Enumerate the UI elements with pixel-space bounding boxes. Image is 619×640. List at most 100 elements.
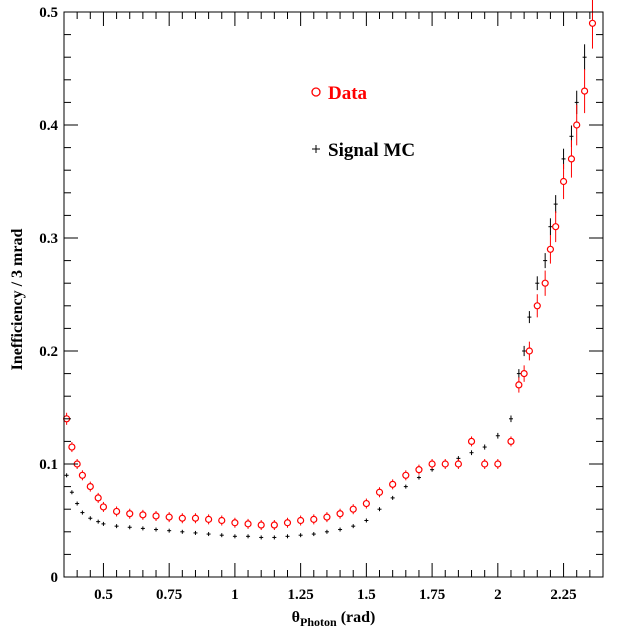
data-point xyxy=(515,377,523,393)
data-point xyxy=(559,163,568,200)
data-point xyxy=(94,492,102,503)
signal-mc-point xyxy=(154,527,159,532)
signal-mc-point xyxy=(193,530,198,535)
data-point xyxy=(218,515,226,526)
data-point xyxy=(567,140,576,178)
data-point xyxy=(362,498,370,509)
y-tick-label: 0.1 xyxy=(39,457,58,473)
y-tick-label: 0.5 xyxy=(39,5,58,21)
signal-mc-point xyxy=(416,475,421,480)
signal-mc-point xyxy=(246,534,251,539)
signal-mc-point xyxy=(582,44,587,71)
data-point xyxy=(525,341,533,361)
data-point xyxy=(297,515,305,526)
signal-mc-point xyxy=(495,432,500,439)
data-point xyxy=(191,513,200,524)
x-tick-label: 1.75 xyxy=(419,587,445,603)
signal-mc-point xyxy=(390,495,395,500)
signal-mc-point xyxy=(364,518,369,523)
data-point xyxy=(165,512,173,523)
signal-mc-point xyxy=(403,484,408,489)
data-point xyxy=(552,211,560,243)
data-point xyxy=(588,0,597,49)
data-point xyxy=(533,294,541,318)
x-tick-label: 1 xyxy=(231,587,239,603)
data-point xyxy=(336,508,344,519)
legend: Data Signal MC xyxy=(311,83,415,161)
legend-mc-label: Signal MC xyxy=(328,140,415,161)
x-axis-label-subscript: Photon xyxy=(300,615,337,629)
axes-layer: 0.5 0.75 1 1.25 1.5 1.75 2 2.25 0 0.1 0.2 0.3 0.4 0.5 xyxy=(39,5,604,603)
signal-mc-point xyxy=(543,253,548,269)
x-tick-label: 1.5 xyxy=(357,587,376,603)
data-point xyxy=(178,513,186,524)
x-tick-label: 0.5 xyxy=(94,587,113,603)
data-point xyxy=(99,501,108,512)
signal-mc-point xyxy=(298,533,303,538)
signal-mc-point xyxy=(219,533,224,538)
data-point xyxy=(270,520,278,531)
data-point xyxy=(231,517,239,528)
signal-mc-point xyxy=(259,535,264,540)
signal-mc-point xyxy=(206,532,211,537)
signal-mc-point xyxy=(351,524,356,529)
y-tick-label: 0.2 xyxy=(39,344,58,360)
data-point xyxy=(580,69,589,114)
data-point xyxy=(541,270,549,296)
data-point xyxy=(454,459,462,469)
y-tick-label: 0.4 xyxy=(39,118,58,134)
signal-mc-point xyxy=(482,444,487,450)
data-point xyxy=(494,459,502,469)
signal-mc-point xyxy=(96,519,101,524)
signal-mc-point xyxy=(516,369,521,379)
signal-mc-point xyxy=(469,450,474,456)
data-point xyxy=(244,518,252,529)
data-point xyxy=(428,459,436,469)
data-point xyxy=(415,464,423,475)
data-point xyxy=(86,481,94,492)
signal-mc-point xyxy=(75,501,80,506)
signal-mc-point xyxy=(101,521,106,526)
plot-layer xyxy=(63,0,597,540)
x-axis-label-unit: (rad) xyxy=(337,609,376,626)
signal-mc-point xyxy=(180,529,185,534)
data-point xyxy=(389,479,397,490)
signal-mc-point xyxy=(324,529,329,534)
signal-mc-point xyxy=(548,218,553,236)
signal-mc-point xyxy=(167,528,172,533)
data-point xyxy=(349,504,357,515)
data-point xyxy=(112,506,121,517)
signal-mc-point xyxy=(114,524,119,529)
signal-mc-point xyxy=(527,311,532,324)
signal-mc-point xyxy=(127,525,132,530)
legend-data-marker xyxy=(311,87,321,97)
signal-mc-point xyxy=(272,535,277,540)
x-tick-label: 2 xyxy=(494,587,502,603)
data-point xyxy=(68,442,76,453)
signal-mc-point xyxy=(522,345,527,357)
data-point xyxy=(323,512,331,523)
data-point xyxy=(441,459,449,469)
data-point xyxy=(467,436,476,447)
signal-mc-point xyxy=(232,534,237,539)
data-point xyxy=(481,459,489,469)
data-point xyxy=(257,520,265,531)
signal-mc-point xyxy=(64,473,69,478)
plot-frame xyxy=(63,11,604,578)
signal-mc-point xyxy=(69,490,74,495)
signal-mc-point xyxy=(377,507,382,512)
signal-mc-point xyxy=(508,415,513,423)
x-tick-label: 2.25 xyxy=(550,587,576,603)
x-tick-label: 1.25 xyxy=(288,587,314,603)
signal-mc-point xyxy=(140,526,145,531)
x-axis-label-symbol: θ xyxy=(292,609,300,626)
signal-mc-point xyxy=(553,195,558,214)
x-tick-label: 0.75 xyxy=(156,587,182,603)
data-point xyxy=(310,514,318,525)
y-tick-label: 0.3 xyxy=(39,231,58,247)
signal-mc-point xyxy=(338,527,343,532)
signal-mc-point xyxy=(80,510,85,515)
x-axis-label: θPhoton (rad) xyxy=(292,609,376,629)
